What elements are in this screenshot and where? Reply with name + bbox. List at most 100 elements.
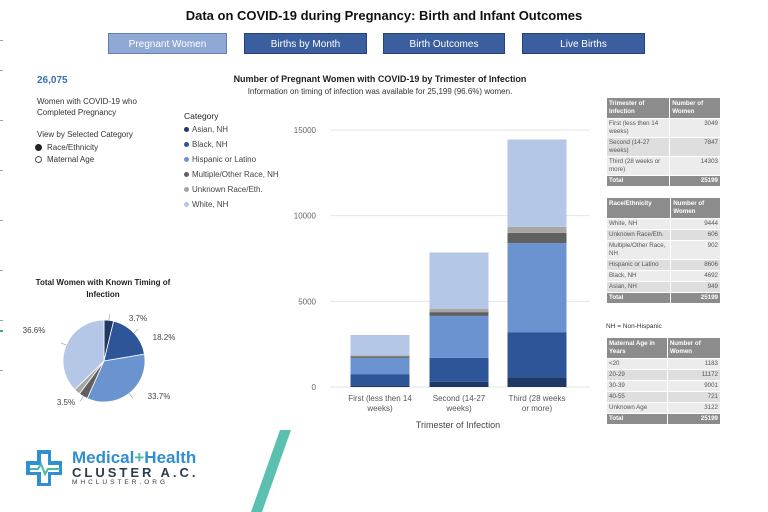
- bar-segment[interactable]: [507, 226, 567, 233]
- bar-segment[interactable]: [429, 312, 489, 316]
- tab-birth-outcomes[interactable]: Birth Outcomes: [383, 33, 505, 54]
- table-total-row: Total 25199: [606, 413, 722, 425]
- legend-label: Asian, NH: [192, 125, 229, 134]
- pie-slice[interactable]: [86, 353, 146, 403]
- legend-label: Black, NH: [192, 140, 228, 149]
- table-cell: 8606: [670, 259, 721, 271]
- legend-swatch: [184, 172, 189, 177]
- bar-segment[interactable]: [507, 332, 567, 378]
- decorative-stripe: [251, 430, 291, 512]
- legend-title: Category: [184, 111, 219, 121]
- table-cell: Total: [605, 292, 672, 304]
- table-cell: 20-29: [606, 369, 668, 381]
- table-row: Black, NH 4692: [605, 270, 721, 282]
- x-tick-label: weeks): [445, 404, 472, 413]
- edge-tick: [0, 370, 3, 371]
- bar-segment[interactable]: [350, 374, 410, 386]
- tab-pregnant-women[interactable]: Pregnant Women: [108, 33, 227, 54]
- legend-label: Hispanic or Latino: [192, 155, 257, 164]
- edge-tick: [0, 70, 3, 71]
- table-header[interactable]: Number of Women: [669, 97, 721, 119]
- bar-segment[interactable]: [429, 252, 489, 310]
- table-cell: Asian, NH: [605, 281, 672, 293]
- bar-segment[interactable]: [429, 309, 489, 313]
- pie-slice[interactable]: [103, 320, 145, 362]
- table-cell: 30-39: [606, 380, 668, 392]
- legend-item[interactable]: Hispanic or Latino: [184, 155, 256, 164]
- table-header[interactable]: Trimester of Infection: [605, 97, 671, 119]
- legend-item[interactable]: Multiple/Other Race, NH: [184, 170, 279, 179]
- table-cell: Unknown Age: [606, 402, 668, 414]
- radio-label: Maternal Age: [47, 155, 95, 164]
- view-heading: View by Selected Category: [37, 130, 133, 139]
- radio-maternal-age[interactable]: Maternal Age: [35, 155, 94, 164]
- table-row: Multiple/Other Race, NH 902: [605, 240, 721, 260]
- y-tick-label: 10000: [294, 212, 317, 221]
- legend-item[interactable]: White, NH: [184, 200, 228, 209]
- radio-race-ethnicity[interactable]: Race/Ethnicity: [35, 143, 98, 152]
- table-header[interactable]: Number of Women: [666, 337, 722, 359]
- table-total-row: Total 25199: [605, 175, 721, 187]
- table-cell: <20: [606, 358, 668, 370]
- medical-cross-icon: [26, 450, 62, 486]
- table-cell: Third (28 weeks or more): [605, 156, 671, 176]
- bar-segment[interactable]: [429, 357, 489, 382]
- bar-segment[interactable]: [429, 315, 489, 358]
- edge-tick: [0, 170, 3, 171]
- legend-swatch: [184, 157, 189, 162]
- chart-subtitle: Information on timing of infection was a…: [247, 87, 513, 96]
- tab-live-births[interactable]: Live Births: [522, 33, 645, 54]
- logo: Medical+Health CLUSTER A.C. MHCLUSTER.OR…: [24, 446, 224, 490]
- bar-segment[interactable]: [350, 357, 410, 375]
- legend-swatch: [184, 127, 189, 132]
- y-tick-label: 15000: [294, 126, 317, 135]
- bar-segment[interactable]: [350, 334, 410, 356]
- bar-segment[interactable]: [350, 385, 410, 387]
- table-cell: Total: [606, 413, 668, 425]
- bar-segment[interactable]: [429, 381, 489, 387]
- table-header[interactable]: Number of Women: [670, 197, 721, 219]
- edge-tick: [0, 40, 3, 41]
- table-cell: 1183: [666, 358, 722, 370]
- bar-segment[interactable]: [507, 243, 567, 333]
- age-table: Maternal Age in Years Number of Women <2…: [606, 337, 722, 425]
- radio-label: Race/Ethnicity: [47, 143, 99, 152]
- x-tick-label: weeks): [366, 404, 393, 413]
- table-row: 20-29 11172: [606, 369, 722, 381]
- legend-label: Unknown Race/Eth.: [192, 185, 263, 194]
- table-cell: Hispanic or Latino: [605, 259, 672, 271]
- pie-leader-line: [79, 396, 84, 402]
- pie-slice[interactable]: [62, 319, 105, 391]
- bar-segment[interactable]: [507, 232, 567, 244]
- table-header[interactable]: Race/Ethnicity: [605, 197, 672, 219]
- tab-births-by-month[interactable]: Births by Month: [244, 33, 367, 54]
- stat-value: 26,075: [37, 75, 68, 86]
- table-cell: 4692: [670, 270, 721, 282]
- legend-item[interactable]: Black, NH: [184, 140, 228, 149]
- table-row: Third (28 weeks or more) 14303: [605, 156, 721, 176]
- edge-tick: [0, 330, 3, 332]
- pie-data-label: 36.6%: [23, 326, 46, 335]
- legend-item[interactable]: Asian, NH: [184, 125, 228, 134]
- bar-segment[interactable]: [350, 356, 410, 358]
- table-cell: 721: [666, 391, 722, 403]
- bar-segment[interactable]: [507, 139, 567, 227]
- edge-tick: [0, 120, 3, 121]
- radio-unselected-icon: [35, 156, 42, 163]
- race-table: Race/Ethnicity Number of Women White, NH…: [605, 197, 721, 304]
- table-cell: Black, NH: [605, 270, 672, 282]
- table-header[interactable]: Maternal Age in Years: [606, 337, 668, 359]
- table-row: White, NH 9444: [605, 218, 721, 230]
- logo-wordmark: Medical+Health: [72, 448, 197, 467]
- bar-segment[interactable]: [350, 355, 410, 357]
- bar-segment[interactable]: [507, 377, 567, 387]
- legend-item[interactable]: Unknown Race/Eth.: [184, 185, 263, 194]
- pie-data-label: 33.7%: [148, 392, 171, 401]
- table-cell: Multiple/Other Race, NH: [605, 240, 672, 260]
- table-cell: 9001: [666, 380, 722, 392]
- edge-tick: [0, 320, 3, 321]
- table-row: Unknown Race/Eth. 606: [605, 229, 721, 241]
- table-row: 40-55 721: [606, 391, 722, 403]
- pie-leader-line: [133, 328, 139, 334]
